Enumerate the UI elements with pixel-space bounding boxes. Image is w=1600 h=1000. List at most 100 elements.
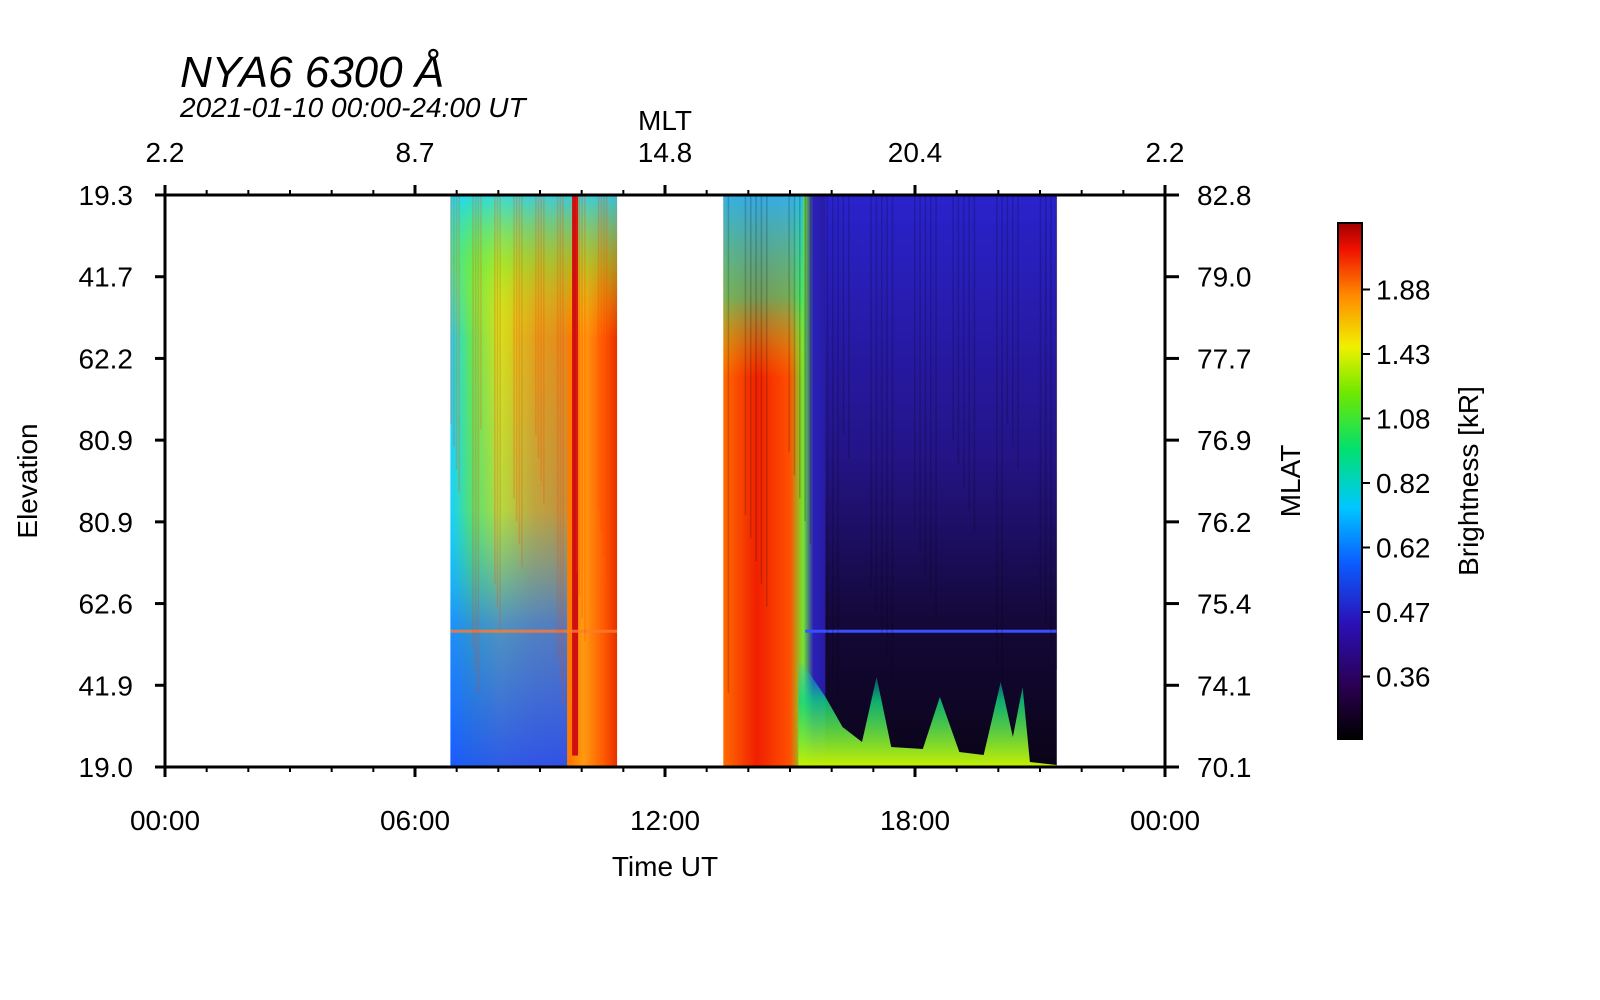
chart-title: NYA6 6300 Å: [180, 48, 444, 97]
streak-texture: [543, 195, 545, 504]
axes: 00:00 2.2 06:00 8.7 12:00 14.8 18:00 20.4 00:00 2…: [79, 137, 1252, 836]
streak-texture: [535, 195, 537, 436]
streak-texture: [842, 195, 845, 436]
streak-texture: [973, 195, 976, 533]
right-tick-label: 74.1: [1197, 670, 1252, 701]
streak-texture: [935, 195, 937, 619]
colorbar-tick-label: 0.36: [1376, 662, 1431, 693]
right-tick-label: 76.9: [1197, 425, 1252, 456]
streak-texture: [1006, 195, 1009, 424]
right-axis-title: MLAT: [1275, 445, 1306, 518]
streak-texture: [477, 195, 480, 693]
y-tick-label: 19.0: [79, 752, 134, 783]
x-tick-label: 18:00: [880, 805, 950, 836]
streak-texture: [480, 195, 482, 430]
streak-texture: [837, 195, 839, 699]
segment-2-low-elevation-glow: [798, 657, 1057, 767]
streak-texture: [537, 195, 540, 459]
right-tick-label: 79.0: [1197, 262, 1252, 293]
streak-texture: [521, 195, 523, 567]
streak-texture: [578, 195, 581, 596]
right-tick-label: 70.1: [1197, 752, 1252, 783]
streak-texture: [924, 195, 927, 573]
streak-texture: [518, 195, 521, 544]
top-tick-label: 2.2: [146, 137, 185, 168]
segment-1-horizontal-artifact: [450, 629, 618, 633]
data-segment-2: [723, 195, 1057, 767]
heatmap-area: [450, 195, 1058, 767]
data-segment-1: [450, 195, 618, 767]
colorbar: 0.36 0.47 0.62 0.82 1.08 1.43 1.88: [1337, 222, 1431, 740]
colorbar-title: Brightness [kR]: [1453, 386, 1484, 576]
top-tick-label: 8.7: [396, 137, 435, 168]
streak-texture: [1012, 195, 1014, 447]
streak-texture: [968, 195, 970, 510]
y-tick-label: 80.9: [79, 425, 134, 456]
colorbar-gradient: [1337, 222, 1363, 740]
streak-texture: [1039, 195, 1042, 602]
streak-texture: [919, 195, 921, 550]
y-tick-label: 41.9: [79, 670, 134, 701]
streak-texture: [559, 195, 562, 682]
streak-texture: [914, 195, 916, 527]
streak-texture: [881, 195, 883, 636]
streak-texture: [952, 195, 954, 441]
streak-texture: [540, 195, 542, 481]
streak-texture: [963, 195, 965, 487]
right-tick-label: 77.7: [1197, 343, 1252, 374]
streak-texture: [1050, 195, 1052, 647]
segment-2-dark-sky: [825, 195, 1057, 767]
streak-texture: [755, 195, 757, 562]
x-tick-label: 00:00: [130, 805, 200, 836]
streak-texture: [727, 195, 730, 693]
streak-texture: [499, 195, 501, 630]
streak-texture: [515, 195, 518, 522]
chart-subtitle: 2021-01-10 00:00-24:00 UT: [179, 92, 527, 123]
colorbar-tick-label: 0.82: [1376, 468, 1431, 499]
right-tick-label: 75.4: [1197, 589, 1252, 620]
streak-texture: [766, 195, 768, 607]
streak-texture: [605, 195, 608, 579]
streak-texture: [474, 195, 477, 670]
segment-2-top-fade: [723, 195, 804, 767]
streak-texture: [809, 195, 812, 544]
streak-texture: [576, 195, 578, 573]
streak-texture: [584, 195, 586, 642]
y-tick-label: 62.2: [79, 343, 134, 374]
streak-texture: [930, 195, 932, 596]
streak-texture: [891, 195, 894, 682]
y-tick-label: 62.6: [79, 589, 134, 620]
top-axis-title: MLT: [638, 105, 692, 136]
streak-texture: [494, 195, 496, 584]
streak-texture: [453, 195, 455, 447]
streak-texture: [450, 195, 452, 424]
right-tick-label: 76.2: [1197, 507, 1252, 538]
streak-texture: [750, 195, 752, 539]
top-tick-label: 14.8: [638, 137, 693, 168]
streak-texture: [799, 195, 801, 499]
y-tick-label: 19.3: [79, 180, 134, 211]
streak-texture: [848, 195, 850, 459]
streak-texture: [603, 195, 605, 556]
streak-texture: [875, 195, 878, 613]
streak-texture: [826, 195, 829, 653]
streak-texture: [455, 195, 458, 470]
colorbar-tick-label: 1.88: [1376, 275, 1431, 306]
streak-texture: [556, 195, 559, 659]
segment-2-horizontal-artifact: [805, 629, 1057, 633]
streak-texture: [1001, 195, 1003, 687]
x-axis-title: Time UT: [612, 851, 718, 882]
streak-texture: [458, 195, 460, 493]
colorbar-tick-label: 1.08: [1376, 404, 1431, 435]
streak-texture: [1045, 195, 1047, 624]
streak-texture: [496, 195, 499, 607]
streak-texture: [996, 195, 998, 665]
streak-texture: [886, 195, 888, 659]
streak-texture: [562, 195, 564, 705]
streak-texture: [472, 195, 474, 647]
streak-texture: [957, 195, 960, 464]
x-tick-label: 12:00: [630, 805, 700, 836]
streak-texture: [793, 195, 796, 476]
streak-texture: [760, 195, 763, 584]
